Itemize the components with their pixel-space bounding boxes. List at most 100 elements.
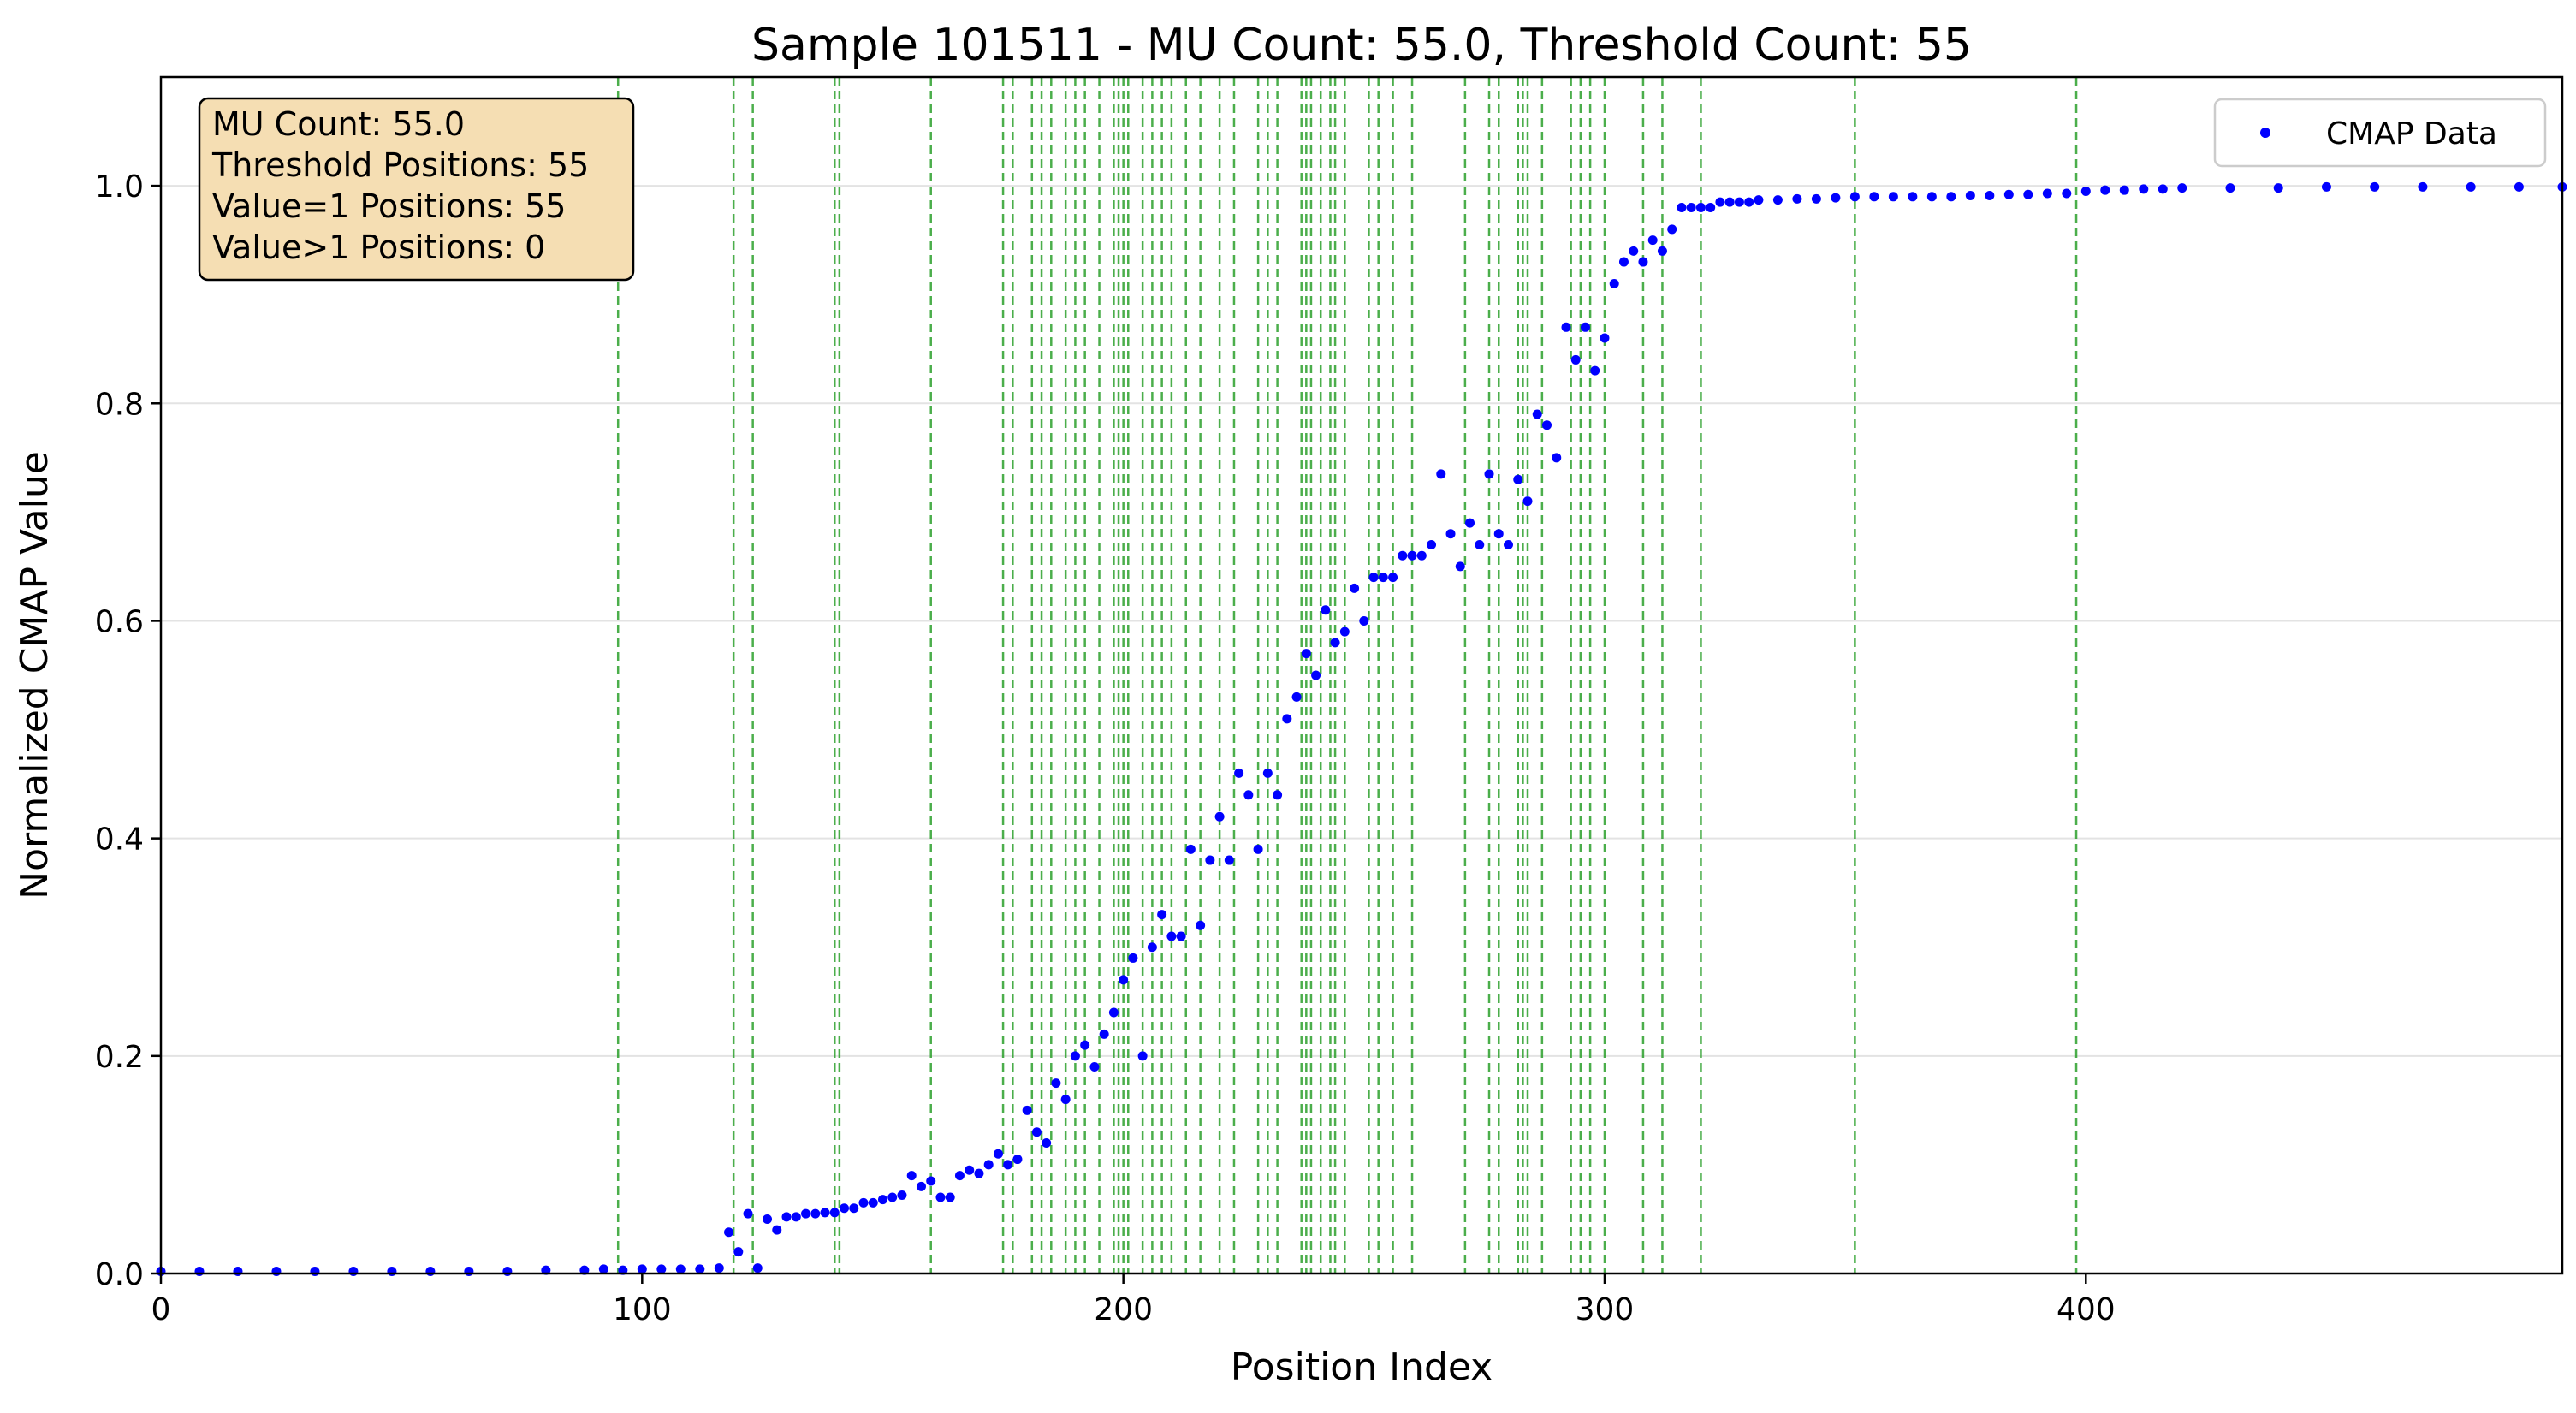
cmap-point (1561, 322, 1571, 332)
cmap-point (464, 1266, 474, 1276)
cmap-point (743, 1208, 753, 1219)
cmap-point (695, 1264, 705, 1274)
cmap-point (2418, 181, 2428, 192)
cmap-point (2062, 188, 2072, 199)
info-mu-count: MU Count: 55.0 (212, 105, 465, 143)
cmap-point (1282, 714, 1292, 724)
cmap-point (1427, 539, 1437, 549)
cmap-point (1224, 855, 1234, 865)
cmap-point (1609, 278, 1619, 288)
cmap-point (820, 1208, 830, 1218)
cmap-point (2139, 184, 2149, 194)
cmap-point (675, 1264, 686, 1274)
cmap-point (1580, 322, 1590, 332)
cmap-point (791, 1212, 801, 1222)
cmap-point (1513, 474, 1523, 484)
cmap-point (1003, 1160, 1013, 1170)
cmap-point (752, 1263, 763, 1273)
cmap-point (1772, 195, 1783, 205)
cmap-point (1455, 561, 1465, 572)
x-tick-label: 200 (1094, 1292, 1153, 1327)
cmap-point (1695, 203, 1706, 213)
cmap-point (1600, 333, 1610, 343)
info-threshold-positions: Threshold Positions: 55 (211, 146, 589, 184)
cmap-point (1070, 1051, 1080, 1061)
cmap-point (849, 1203, 859, 1214)
cmap-point (1908, 192, 1918, 202)
cmap-point (1985, 191, 1995, 201)
cmap-point (1475, 539, 1485, 549)
cmap-point (926, 1176, 936, 1186)
cmap-point (1368, 573, 1379, 583)
cmap-point (1445, 529, 1456, 539)
x-tick-label: 100 (613, 1292, 672, 1327)
cmap-point (1493, 529, 1504, 539)
legend-label: CMAP Data (2326, 116, 2497, 151)
cmap-point (1570, 354, 1581, 365)
cmap-point (1677, 203, 1687, 213)
cmap-point (1378, 573, 1388, 583)
cmap-point (1532, 409, 1542, 419)
cmap-point (1262, 768, 1273, 778)
cmap-point (1359, 615, 1369, 626)
cmap-point (868, 1197, 878, 1208)
cmap-point (2514, 181, 2524, 192)
grid-lines (161, 185, 2562, 1274)
cmap-point (906, 1171, 917, 1181)
cmap-point (1205, 855, 1215, 865)
cmap-point (724, 1227, 734, 1238)
cmap-point (2466, 181, 2476, 192)
cmap-point (310, 1266, 320, 1276)
cmap-point (1176, 931, 1186, 941)
chart-title: Sample 101511 - MU Count: 55.0, Threshol… (751, 20, 1972, 71)
cmap-point (1031, 1127, 1042, 1137)
cmap-point (887, 1192, 898, 1202)
cmap-point (1196, 920, 1206, 930)
legend: CMAP Data (2213, 98, 2547, 168)
x-tick-label: 300 (1576, 1292, 1635, 1327)
cmap-point (1080, 1040, 1090, 1050)
cmap-point (1089, 1062, 1100, 1072)
cmap-point (1618, 257, 1629, 267)
cmap-point (2158, 184, 2168, 194)
cmap-point (1330, 638, 1340, 648)
cmap-point (425, 1266, 436, 1276)
cmap-point (1522, 496, 1533, 507)
cmap-point (1484, 469, 1494, 479)
cmap-point (1888, 192, 1898, 202)
legend-marker (2260, 128, 2270, 138)
cmap-point (1398, 550, 1408, 561)
cmap-point (1388, 573, 1398, 583)
info-value-gt-1-positions: Value>1 Positions: 0 (212, 229, 545, 266)
cmap-point (974, 1168, 984, 1178)
cmap-point (954, 1171, 965, 1181)
x-axis-ticks: 0 100 200 300 400 (151, 1273, 2116, 1327)
cmap-point (801, 1208, 811, 1219)
cmap-point (1137, 1051, 1148, 1061)
cmap-point (1311, 670, 1321, 680)
cmap-point (1657, 246, 1667, 256)
threshold-lines (616, 77, 2078, 1273)
legend-frame (2213, 98, 2547, 168)
cmap-point (1541, 420, 1552, 430)
cmap-point (1128, 953, 1138, 963)
cmap-point (993, 1149, 1003, 1159)
cmap-point (2080, 186, 2091, 196)
cmap-point (387, 1266, 397, 1276)
cmap-point (656, 1264, 667, 1274)
info-value-eq-1-positions: Value=1 Positions: 55 (212, 187, 566, 225)
cmap-point (1436, 469, 1446, 479)
cmap-point (945, 1192, 955, 1202)
cmap-point (1321, 605, 1331, 615)
x-tick-label: 400 (2057, 1292, 2116, 1327)
cmap-point (1965, 191, 1975, 201)
y-tick-label: 0.8 (95, 387, 144, 422)
cmap-point (2100, 185, 2110, 195)
cmap-point (1022, 1105, 1032, 1115)
cmap-point (1744, 197, 1754, 207)
cmap-point (772, 1225, 782, 1235)
cmap-point (1407, 550, 1417, 561)
cmap-point (1926, 192, 1937, 202)
cmap-point (2119, 185, 2129, 195)
cmap-point (1590, 365, 1600, 376)
